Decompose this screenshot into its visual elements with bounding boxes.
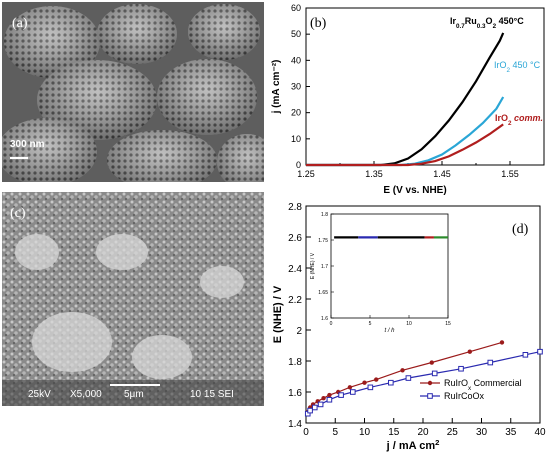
data-point-d-1: [367, 384, 374, 391]
agglomerates: [15, 234, 244, 379]
data-point-d-1: [350, 389, 356, 395]
y-tick-label-d: 1.8: [288, 357, 302, 368]
data-point-d-1: [522, 352, 529, 358]
scale-bar-a: [10, 157, 28, 159]
y-tick-label-d: 1.6: [288, 388, 302, 399]
legend-label-d-1: RuIrCoOx: [444, 391, 485, 401]
x-tick-label-d: 25: [447, 427, 459, 438]
panel-letter-d: (d): [512, 222, 529, 237]
y-axis-label-b: j (mA cm⁻²): [271, 60, 282, 115]
panel-letter-c: (c): [10, 206, 26, 221]
data-point-d-1: [307, 407, 313, 414]
panel-letter-b: (b): [310, 16, 327, 31]
y-tick-label-b: 0: [296, 160, 301, 170]
y-tick-label-d: 2.4: [288, 264, 302, 275]
sem-scale-label: 5μm: [124, 389, 144, 400]
chart-d-svg: 1.4 1.6 1.8 2 2.2 2.4 2.6 2.8 0 5 10 15 20 25 30 35 40 j …: [272, 202, 546, 452]
x-tick-label-b: 1.55: [501, 169, 519, 179]
inset-x-tick-label: 0: [330, 321, 333, 327]
sem-texture-a: [2, 2, 264, 182]
y-tick-label-b: 50: [291, 29, 301, 39]
y-axis-label-d: E (NHE) / V: [272, 285, 284, 343]
flower-particles: [2, 4, 264, 182]
scale-bar-c: [110, 384, 160, 386]
data-point-d-1: [405, 375, 412, 381]
data-point-d-1: [537, 348, 543, 355]
chart-panel-d: 1.4 1.6 1.8 2 2.2 2.4 2.6 2.8 0 5 10 15 20 25 30 35 40 j …: [268, 196, 550, 452]
inset-y-tick-label: 1.7: [321, 264, 328, 270]
y-tick-label-b: 40: [291, 55, 301, 65]
x-tick-label-d: 5: [332, 427, 338, 438]
series-line-b-2: [306, 123, 504, 167]
x-tick-label-d: 15: [388, 427, 400, 438]
y-tick-label-d: 2.6: [288, 233, 302, 244]
y-tick-label-d: 1.4: [288, 419, 302, 430]
inset-x-tick-label: 5: [369, 321, 372, 327]
x-tick-label-d: 0: [303, 427, 309, 438]
y-tick-label-b: 20: [291, 108, 301, 118]
data-point-d-0: [321, 396, 326, 401]
data-point-d-0: [400, 368, 405, 373]
series-line-b-0: [306, 32, 505, 167]
inset-frame: [330, 213, 449, 319]
data-point-d-0: [429, 360, 434, 365]
data-point-d-1: [326, 396, 333, 403]
data-point-d-0: [362, 380, 367, 385]
data-point-d-0: [499, 340, 505, 345]
data-point-d-0: [327, 392, 332, 398]
data-point-d-1: [388, 379, 394, 386]
data-point-d-0: [374, 377, 379, 382]
x-tick-label-d: 20: [417, 427, 429, 438]
scale-bar-label-a: 300 nm: [10, 139, 45, 150]
inset-x-tick-label: 10: [406, 321, 412, 327]
inset-y-tick-label: 1.8: [321, 212, 328, 218]
data-point-d-1: [311, 404, 318, 411]
x-tick-label-b: 1.45: [433, 169, 451, 179]
x-axis-label-d: j / mA cm2: [386, 438, 440, 452]
sem-mag-label: X5,000: [70, 389, 102, 400]
y-tick-label-d: 2: [296, 326, 302, 337]
x-tick-label-d: 30: [476, 427, 488, 438]
sem-kv-label: 25kV: [28, 389, 51, 400]
inset-y-label: E (NHE) / V: [310, 252, 316, 279]
y-tick-label-b: 60: [291, 3, 301, 13]
data-point-d-1: [431, 370, 438, 377]
x-tick-label-d: 10: [359, 427, 371, 438]
data-point-d-0: [347, 385, 353, 390]
chart-b-svg: 0 10 20 30 40 50 60 1.25 1.35 1.45 1.55 E (V vs. NH…: [271, 3, 545, 196]
legend-label-b-1: IrO2 450 °C: [494, 60, 541, 74]
x-tick-label-d: 35: [505, 427, 517, 438]
data-point-d-1: [317, 401, 324, 408]
data-point-d-1: [338, 392, 344, 398]
legend-label-b-0: Ir0.7Ru0.3O2 450°C: [450, 16, 524, 30]
x-tick-label-b: 1.25: [297, 169, 315, 179]
sem-misc-label: 10 15 SEI: [190, 389, 234, 400]
y-tick-label-d: 2.8: [288, 202, 302, 213]
y-tick-label-b: 10: [291, 134, 301, 144]
legend-marker-d-1: [427, 393, 433, 399]
plot-frame-b: [305, 7, 545, 166]
sem-texture-c: [2, 192, 264, 406]
panel-letter-a: (a): [12, 16, 28, 31]
x-tick-label-b: 1.35: [365, 169, 383, 179]
legend-marker-d-0: [427, 380, 433, 386]
inset-y-tick-label: 1.75: [318, 238, 328, 244]
x-axis-label-b: E (V vs. NHE): [383, 185, 446, 196]
y-tick-label-d: 2.2: [288, 295, 302, 306]
inset-x-tick-label: 15: [445, 321, 451, 327]
sem-image-a: (a) 300 nm: [2, 2, 264, 182]
legend-label-d-0: RuIrOx Commercial: [444, 378, 522, 392]
x-tick-label-d: 40: [534, 427, 546, 438]
y-tick-label-b: 30: [291, 82, 301, 92]
sem-image-c: (c) 25kV X5,000 5μm 10 15 SEI: [2, 192, 264, 406]
chart-panel-b: 0 10 20 30 40 50 60 1.25 1.35 1.45 1.55 E (V vs. NH…: [268, 0, 550, 196]
series-line-b-1: [306, 96, 505, 167]
inset-y-tick-label: 1.65: [318, 290, 328, 296]
legend-label-b-2: IrO2 comm.: [495, 113, 543, 127]
inset-x-label: t / h: [384, 328, 395, 334]
data-point-d-0: [467, 349, 472, 354]
data-point-d-1: [487, 359, 494, 366]
data-point-d-1: [458, 365, 464, 372]
inset-y-tick-label: 1.6: [321, 316, 328, 322]
